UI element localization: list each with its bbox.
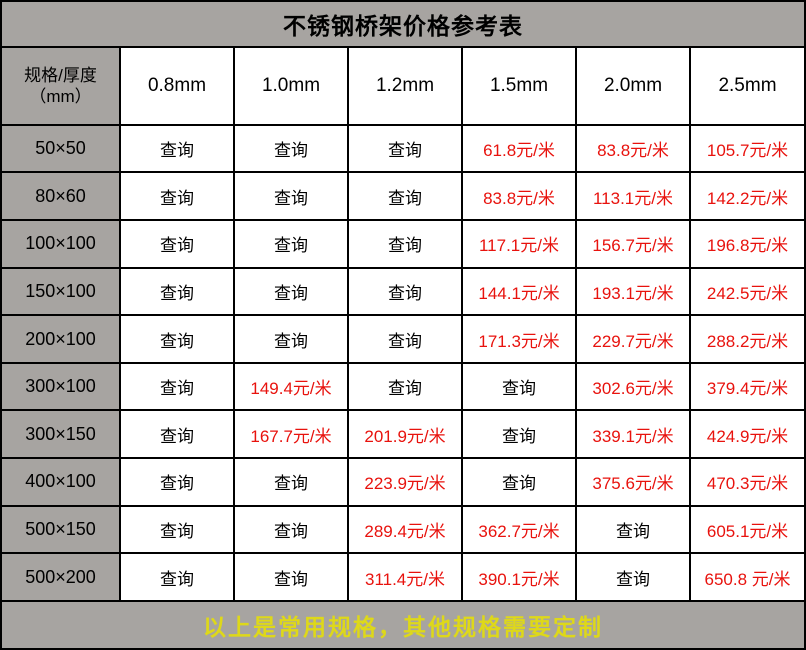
data-cell: 83.8元/米: [461, 171, 577, 221]
data-cell: 223.9元/米: [347, 457, 463, 507]
row-spec: 100×100: [2, 218, 121, 269]
row-spec: 300×100: [2, 361, 121, 412]
table-row: 300×150 查询 167.7元/米 201.9元/米 查询 339.1元/米…: [2, 409, 804, 460]
data-cell: 302.6元/米: [575, 361, 691, 412]
data-cell: 查询: [347, 171, 463, 221]
row-spec: 50×50: [2, 123, 121, 174]
data-cell: 470.3元/米: [689, 457, 804, 507]
data-cell: 查询: [461, 409, 577, 460]
footer-note: 以上是常用规格，其他规格需要定制: [2, 602, 804, 648]
data-cell: 查询: [233, 171, 349, 221]
data-cell: 390.1元/米: [461, 552, 577, 602]
data-cell: 查询: [119, 314, 235, 364]
row-spec: 500×150: [2, 504, 121, 555]
data-cell: 查询: [233, 314, 349, 364]
corner-header-line1: 规格/厚度: [24, 65, 97, 85]
data-cell: 查询: [119, 171, 235, 221]
data-cell: 229.7元/米: [575, 314, 691, 364]
data-cell: 查询: [347, 314, 463, 364]
data-cell: 查询: [119, 123, 235, 174]
row-spec: 200×100: [2, 314, 121, 364]
table-title: 不锈钢桥架价格参考表: [2, 2, 804, 48]
data-cell: 查询: [119, 504, 235, 555]
column-header-1.5mm: 1.5mm: [461, 48, 577, 126]
data-cell: 查询: [119, 266, 235, 317]
table-row: 200×100 查询 查询 查询 171.3元/米 229.7元/米 288.2…: [2, 314, 804, 364]
data-cell: 149.4元/米: [233, 361, 349, 412]
data-cell: 查询: [233, 266, 349, 317]
table-row: 150×100 查询 查询 查询 144.1元/米 193.1元/米 242.5…: [2, 266, 804, 317]
row-spec: 300×150: [2, 409, 121, 460]
corner-header: 规格/厚度 （mm）: [2, 48, 121, 126]
data-cell: 113.1元/米: [575, 171, 691, 221]
column-header-0.8mm: 0.8mm: [119, 48, 235, 126]
data-cell: 查询: [233, 552, 349, 602]
data-cell: 167.7元/米: [233, 409, 349, 460]
data-cell: 查询: [119, 457, 235, 507]
data-cell: 查询: [233, 123, 349, 174]
data-cell: 查询: [119, 409, 235, 460]
data-cell: 查询: [575, 552, 691, 602]
data-cell: 105.7元/米: [689, 123, 804, 174]
table-row: 500×150 查询 查询 289.4元/米 362.7元/米 查询 605.1…: [2, 504, 804, 555]
data-cell: 查询: [461, 361, 577, 412]
data-cell: 查询: [347, 218, 463, 269]
data-cell: 193.1元/米: [575, 266, 691, 317]
table-row: 300×100 查询 149.4元/米 查询 查询 302.6元/米 379.4…: [2, 361, 804, 412]
column-header-2.5mm: 2.5mm: [689, 48, 804, 126]
data-cell: 196.8元/米: [689, 218, 804, 269]
data-cell: 117.1元/米: [461, 218, 577, 269]
column-header-1.2mm: 1.2mm: [347, 48, 463, 126]
data-cell: 142.2元/米: [689, 171, 804, 221]
table-row: 500×200 查询 查询 311.4元/米 390.1元/米 查询 650.8…: [2, 552, 804, 602]
column-header-1.0mm: 1.0mm: [233, 48, 349, 126]
data-cell: 171.3元/米: [461, 314, 577, 364]
data-cell: 605.1元/米: [689, 504, 804, 555]
data-cell: 查询: [233, 218, 349, 269]
row-spec: 500×200: [2, 552, 121, 602]
row-spec: 400×100: [2, 457, 121, 507]
data-cell: 查询: [119, 552, 235, 602]
data-cell: 289.4元/米: [347, 504, 463, 555]
data-cell: 288.2元/米: [689, 314, 804, 364]
table-row: 100×100 查询 查询 查询 117.1元/米 156.7元/米 196.8…: [2, 218, 804, 269]
data-cell: 83.8元/米: [575, 123, 691, 174]
data-cell: 311.4元/米: [347, 552, 463, 602]
row-spec: 150×100: [2, 266, 121, 317]
data-cell: 61.8元/米: [461, 123, 577, 174]
price-table: 规格/厚度 （mm） 0.8mm 1.0mm 1.2mm 1.5mm 2.0mm…: [2, 48, 804, 602]
data-cell: 156.7元/米: [575, 218, 691, 269]
data-cell: 379.4元/米: [689, 361, 804, 412]
data-cell: 144.1元/米: [461, 266, 577, 317]
data-cell: 查询: [461, 457, 577, 507]
table-row: 400×100 查询 查询 223.9元/米 查询 375.6元/米 470.3…: [2, 457, 804, 507]
data-cell: 424.9元/米: [689, 409, 804, 460]
data-cell: 查询: [347, 361, 463, 412]
data-cell: 362.7元/米: [461, 504, 577, 555]
data-cell: 查询: [347, 123, 463, 174]
data-cell: 650.8 元/米: [689, 552, 804, 602]
table-row: 50×50 查询 查询 查询 61.8元/米 83.8元/米 105.7元/米: [2, 123, 804, 174]
data-cell: 201.9元/米: [347, 409, 463, 460]
data-cell: 查询: [575, 504, 691, 555]
data-cell: 查询: [119, 218, 235, 269]
data-cell: 查询: [119, 361, 235, 412]
table-row: 80×60 查询 查询 查询 83.8元/米 113.1元/米 142.2元/米: [2, 171, 804, 221]
corner-header-line2: （mm）: [29, 86, 92, 106]
data-cell: 242.5元/米: [689, 266, 804, 317]
data-cell: 339.1元/米: [575, 409, 691, 460]
data-cell: 查询: [233, 504, 349, 555]
data-cell: 查询: [347, 266, 463, 317]
header-row: 规格/厚度 （mm） 0.8mm 1.0mm 1.2mm 1.5mm 2.0mm…: [2, 48, 804, 126]
column-header-2.0mm: 2.0mm: [575, 48, 691, 126]
data-cell: 查询: [233, 457, 349, 507]
row-spec: 80×60: [2, 171, 121, 221]
data-cell: 375.6元/米: [575, 457, 691, 507]
